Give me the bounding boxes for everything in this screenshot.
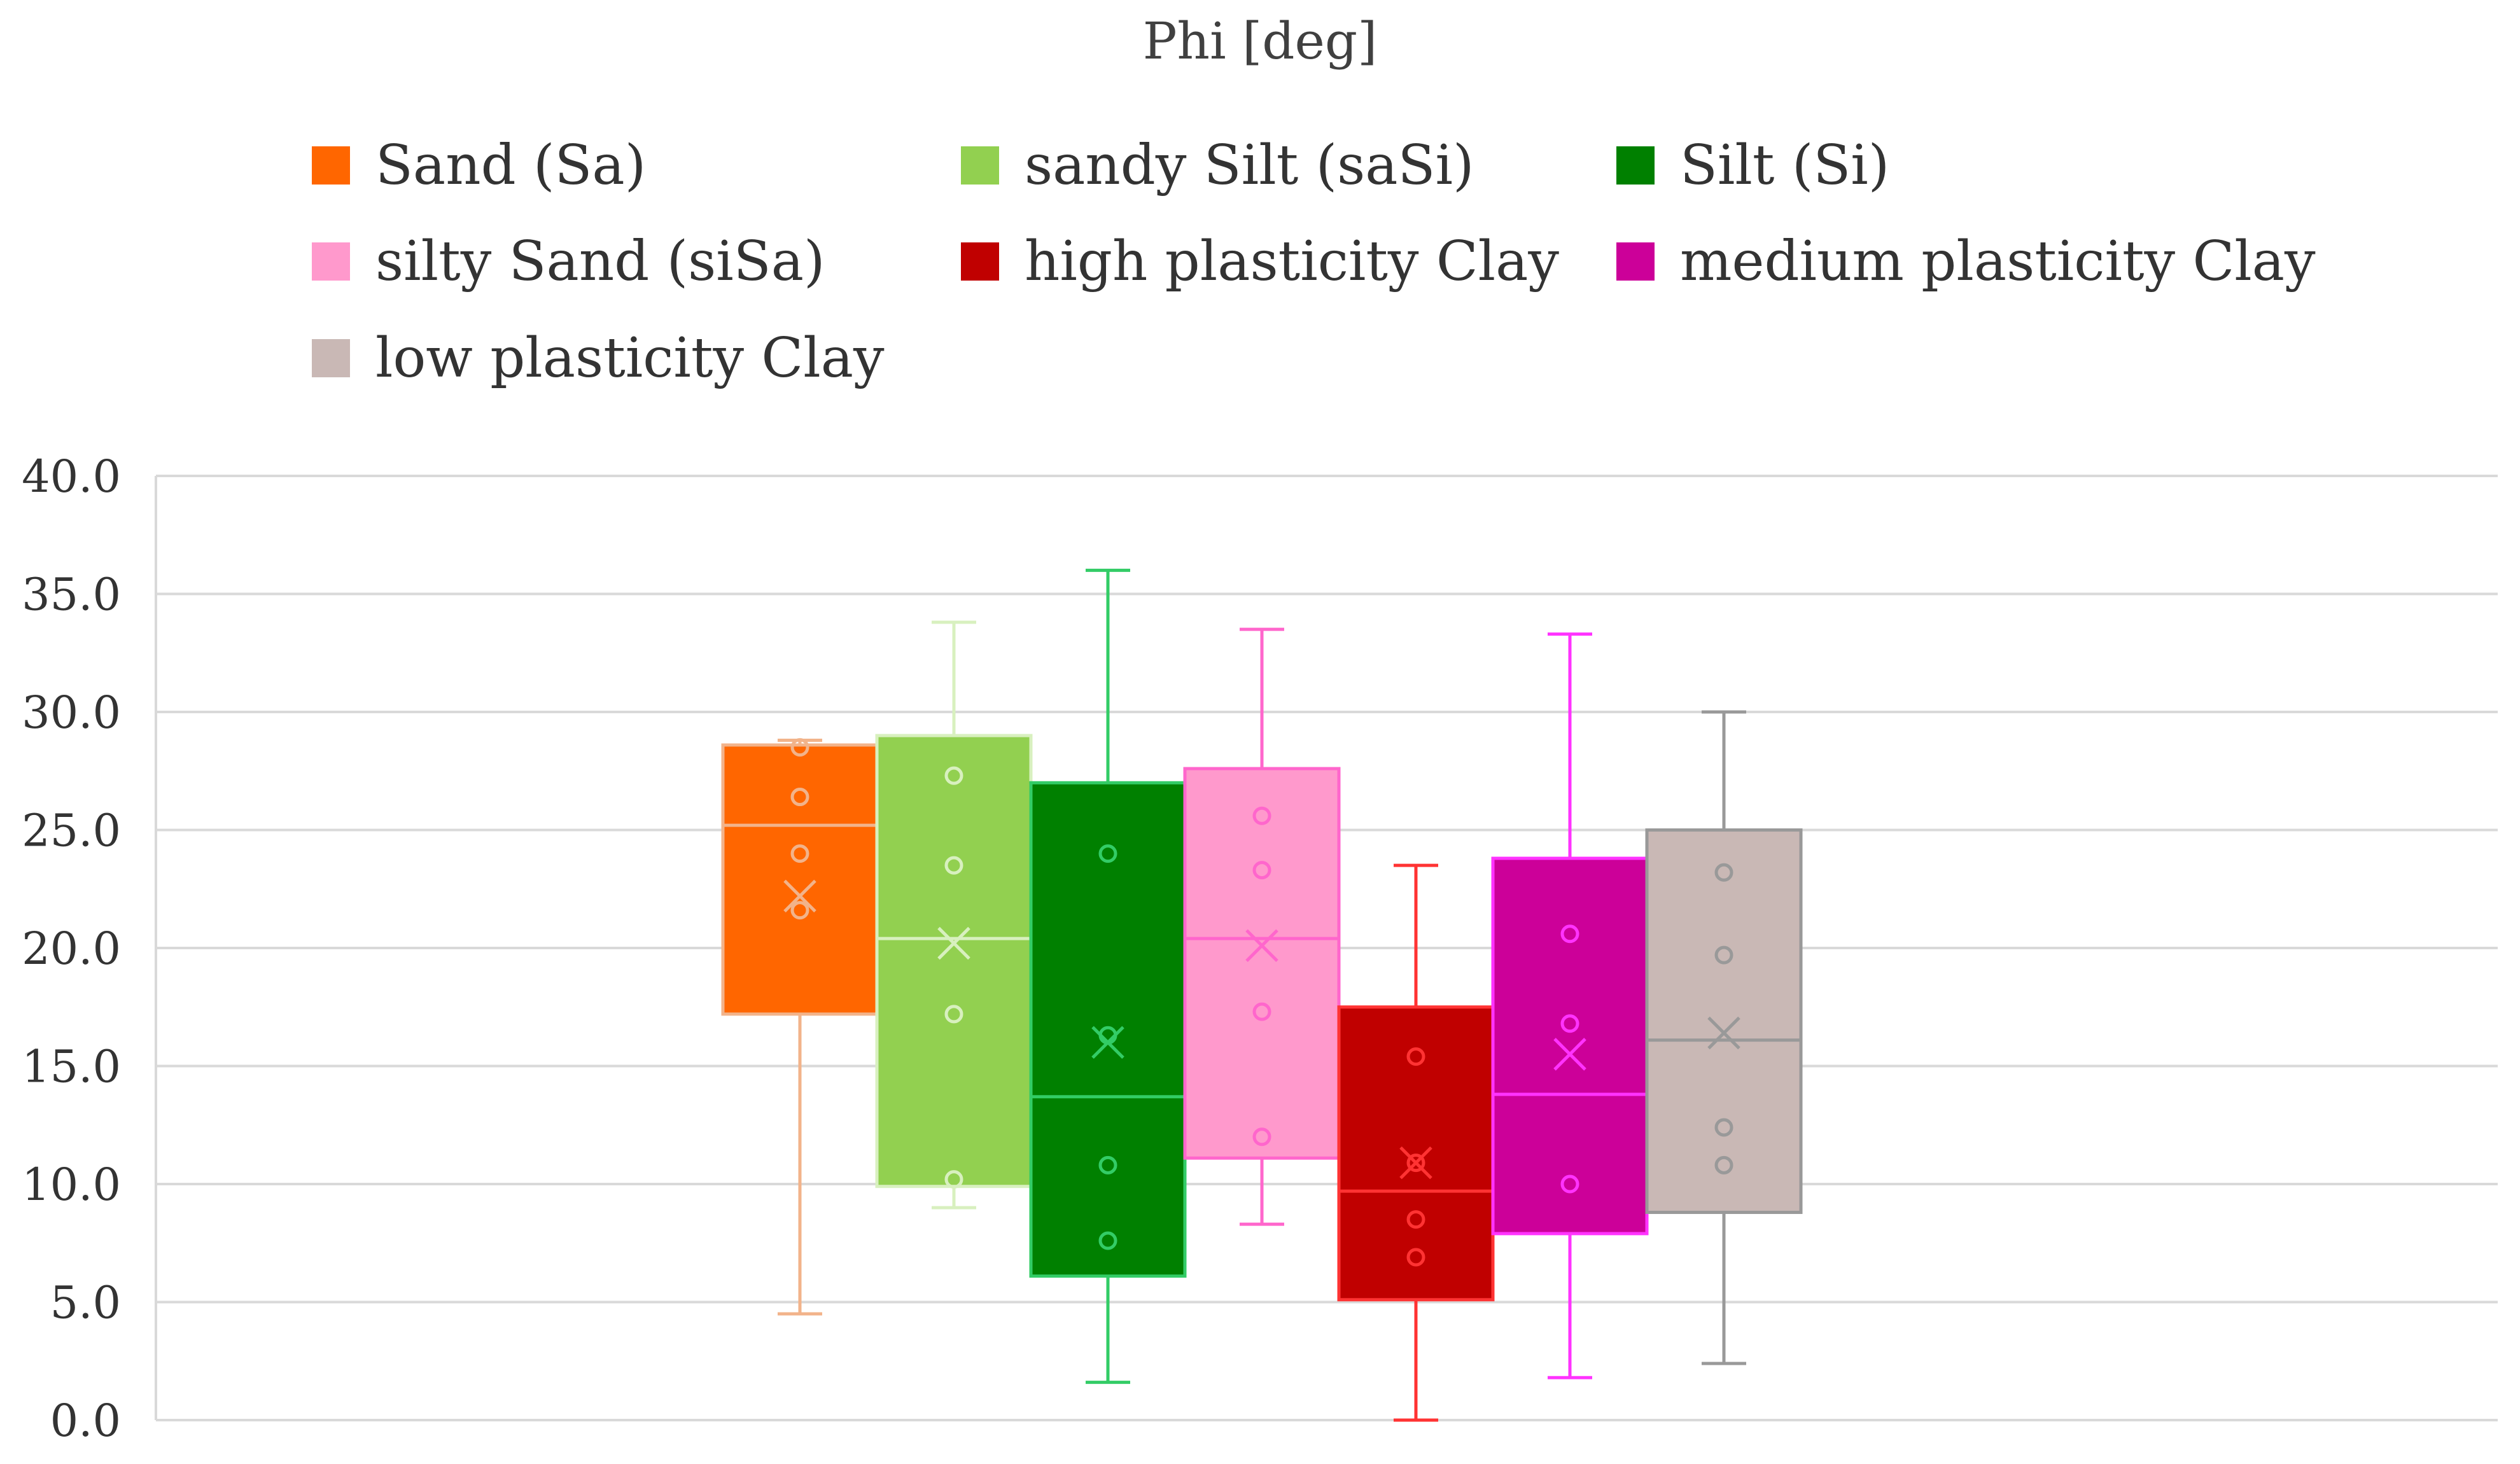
data-point [944, 1005, 963, 1024]
box-group [875, 620, 1033, 1210]
data-point [1714, 863, 1733, 882]
legend-swatch [1616, 242, 1655, 281]
data-point [1406, 1210, 1425, 1229]
legend-item: silty Sand (siSa) [312, 227, 825, 296]
data-point [944, 856, 963, 875]
box-group [1337, 863, 1495, 1422]
mean-marker [1399, 1146, 1432, 1180]
data-point [1098, 844, 1117, 863]
data-point [1098, 1231, 1117, 1250]
y-tick-labels: 0.0 5.0 10.0 15.0 20.0 25.0 30.0 35.0 40.0 [22, 450, 121, 1447]
box [1183, 767, 1341, 1160]
legend-label: high plasticity Clay [1025, 230, 1560, 293]
data-point [1252, 1002, 1271, 1021]
legend-label: low plasticity Clay [375, 326, 885, 390]
data-point [1714, 1155, 1733, 1175]
box [1491, 856, 1649, 1236]
y-tick-label: 0.0 [50, 1395, 121, 1447]
y-tick-label: 30.0 [22, 687, 121, 739]
data-point [790, 738, 809, 757]
legend-item: Sand (Sa) [312, 130, 646, 200]
mean-marker [937, 926, 970, 960]
legend-item: Silt (Si) [1616, 130, 1889, 200]
legend-label: Silt (Si) [1680, 134, 1890, 197]
box-group [1491, 632, 1649, 1379]
legend-item: sandy Silt (saSi) [961, 130, 1474, 200]
box-group [1645, 710, 1803, 1365]
mean-marker [1553, 1038, 1586, 1071]
mean-marker [1091, 1026, 1124, 1059]
box [1337, 1005, 1495, 1302]
legend-item: low plasticity Clay [312, 323, 885, 393]
mean-marker [783, 879, 816, 913]
legend-label: sandy Silt (saSi) [1025, 134, 1474, 197]
y-tick-label: 10.0 [22, 1159, 121, 1211]
data-point [1098, 1155, 1117, 1175]
data-point [1714, 1118, 1733, 1137]
box [1029, 781, 1187, 1278]
chart-title: Phi [deg] [1142, 11, 1378, 71]
box-group [721, 738, 879, 1316]
y-tick-label: 5.0 [50, 1277, 121, 1329]
data-point [944, 1170, 963, 1189]
box [721, 743, 879, 1016]
data-point [1560, 924, 1579, 944]
mean-marker [1245, 929, 1278, 963]
y-tick-label: 40.0 [22, 450, 121, 503]
legend-label: Sand (Sa) [375, 134, 647, 197]
legend-swatch [312, 242, 350, 281]
legend-swatch [961, 146, 999, 185]
legend-swatch [312, 339, 350, 377]
legend-swatch [1616, 146, 1655, 185]
box [1645, 828, 1803, 1215]
box-group [1029, 568, 1187, 1384]
y-tick-label: 20.0 [22, 923, 121, 975]
y-tick-label: 35.0 [22, 569, 121, 621]
box [875, 734, 1033, 1189]
mean-marker [1707, 1016, 1740, 1050]
box-group [1183, 627, 1341, 1226]
data-point [1406, 1248, 1425, 1267]
data-point [1252, 861, 1271, 880]
box-series [721, 568, 1803, 1422]
y-tick-label: 25.0 [22, 805, 121, 857]
data-point [1714, 945, 1733, 965]
data-point [944, 766, 963, 785]
data-point [1252, 806, 1271, 825]
data-point [790, 844, 809, 863]
legend-swatch [312, 146, 350, 185]
data-point [1406, 1154, 1425, 1173]
data-point [790, 901, 809, 920]
data-point [790, 788, 809, 807]
legend-item: medium plasticity Clay [1616, 227, 2316, 296]
data-point [1560, 1014, 1579, 1033]
data-point [1252, 1127, 1271, 1147]
y-tick-label: 15.0 [22, 1041, 121, 1093]
data-point [1406, 1047, 1425, 1066]
data-point [1560, 1175, 1579, 1194]
legend-label: silty Sand (siSa) [375, 230, 825, 293]
legend-swatch [961, 242, 999, 281]
legend-label: medium plasticity Clay [1680, 230, 2316, 293]
legend-item: high plasticity Clay [961, 227, 1559, 296]
